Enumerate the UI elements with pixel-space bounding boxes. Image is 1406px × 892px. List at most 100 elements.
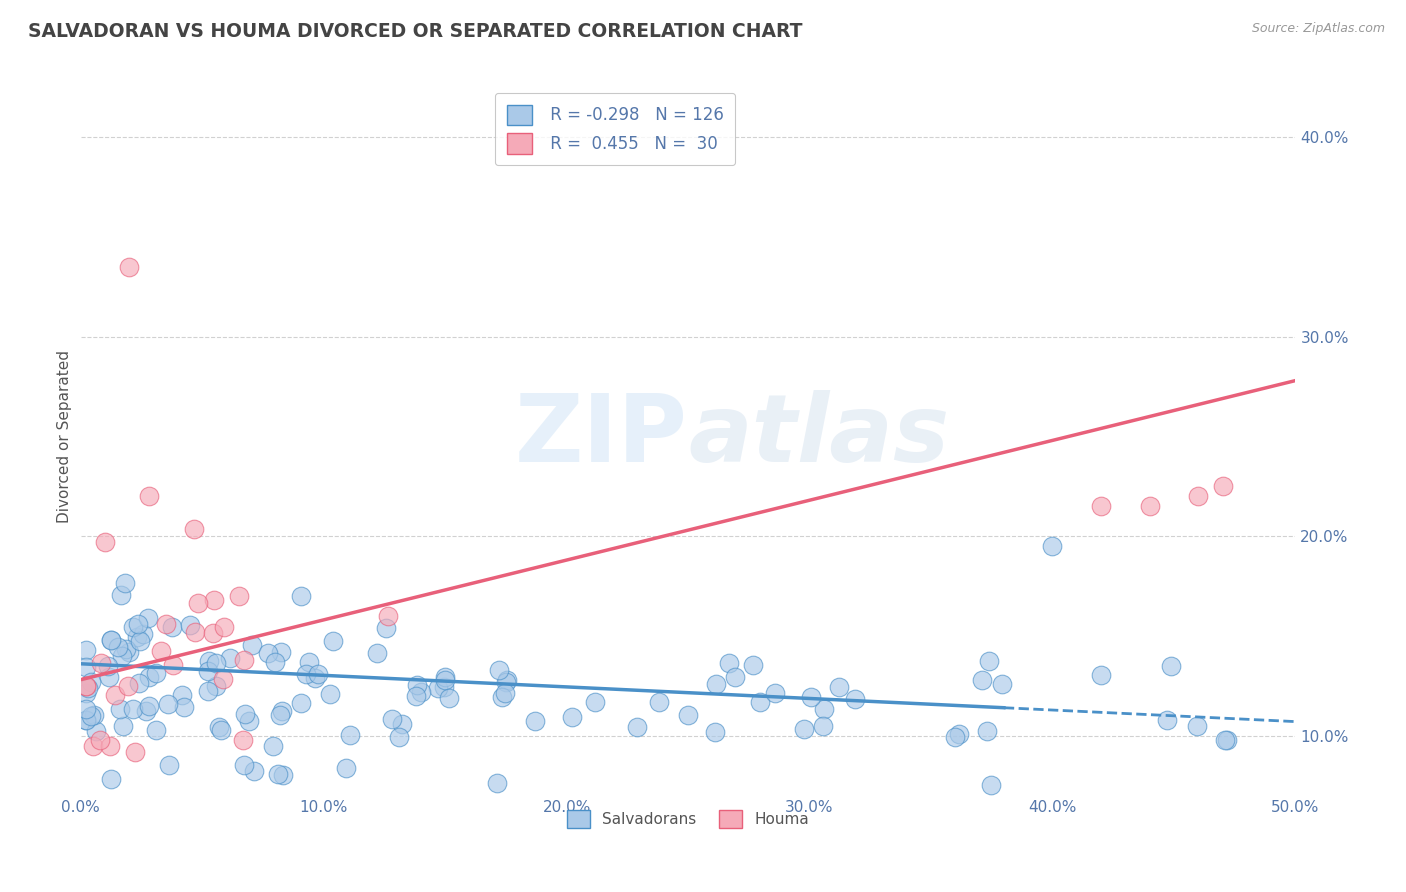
Point <box>1090 500 1112 514</box>
Point <box>257 646 280 660</box>
Point <box>1139 500 1161 514</box>
Point <box>232 732 254 747</box>
Point <box>162 620 184 634</box>
Point <box>132 627 155 641</box>
Point <box>844 692 866 706</box>
Point <box>183 522 205 536</box>
Point <box>75 679 97 693</box>
Legend: Salvadorans, Houma: Salvadorans, Houma <box>561 804 815 834</box>
Point <box>138 670 160 684</box>
Point <box>494 686 516 700</box>
Point <box>145 666 167 681</box>
Point <box>724 671 747 685</box>
Point <box>197 683 219 698</box>
Text: SALVADORAN VS HOUMA DIVORCED OR SEPARATED CORRELATION CHART: SALVADORAN VS HOUMA DIVORCED OR SEPARATE… <box>28 22 803 41</box>
Point <box>118 645 141 659</box>
Point <box>485 776 508 790</box>
Point <box>290 589 312 603</box>
Point <box>1042 539 1064 553</box>
Point <box>339 728 361 742</box>
Point <box>233 707 256 722</box>
Point <box>90 656 112 670</box>
Point <box>434 670 457 684</box>
Point <box>970 673 993 687</box>
Point <box>128 675 150 690</box>
Point <box>98 670 121 684</box>
Point <box>156 697 179 711</box>
Point <box>437 690 460 705</box>
Point <box>1215 732 1237 747</box>
Point <box>388 730 411 744</box>
Point <box>205 679 228 693</box>
Point <box>202 593 225 607</box>
Point <box>495 673 517 688</box>
Point <box>304 671 326 685</box>
Point <box>1187 489 1209 503</box>
Point <box>434 673 457 687</box>
Point <box>111 648 134 663</box>
Point <box>1156 713 1178 727</box>
Point <box>1090 668 1112 682</box>
Point <box>742 658 765 673</box>
Point <box>375 621 398 635</box>
Point <box>262 739 284 753</box>
Point <box>82 739 104 753</box>
Point <box>75 642 97 657</box>
Point <box>79 675 101 690</box>
Point <box>75 713 97 727</box>
Point <box>202 626 225 640</box>
Point <box>127 616 149 631</box>
Point <box>124 745 146 759</box>
Point <box>108 702 131 716</box>
Point <box>648 695 671 709</box>
Point <box>813 702 835 716</box>
Point <box>138 698 160 713</box>
Point <box>214 619 236 633</box>
Y-axis label: Divorced or Separated: Divorced or Separated <box>58 350 72 523</box>
Point <box>100 633 122 648</box>
Point <box>267 767 290 781</box>
Text: Source: ZipAtlas.com: Source: ZipAtlas.com <box>1251 22 1385 36</box>
Point <box>335 761 357 775</box>
Point <box>114 641 136 656</box>
Point <box>405 678 427 692</box>
Point <box>136 611 159 625</box>
Point <box>264 655 287 669</box>
Point <box>84 723 107 738</box>
Point <box>366 647 388 661</box>
Point <box>307 667 329 681</box>
Point <box>240 638 263 652</box>
Point <box>104 688 127 702</box>
Point <box>179 618 201 632</box>
Point <box>100 632 122 647</box>
Point <box>298 655 321 669</box>
Point <box>718 656 741 670</box>
Point <box>295 667 318 681</box>
Point <box>228 589 250 603</box>
Point <box>207 720 229 734</box>
Point <box>524 714 547 728</box>
Point <box>149 644 172 658</box>
Point <box>626 719 648 733</box>
Point <box>219 650 242 665</box>
Point <box>1185 719 1208 733</box>
Point <box>197 664 219 678</box>
Point <box>76 681 98 696</box>
Point <box>243 764 266 779</box>
Point <box>1213 733 1236 747</box>
Point <box>98 739 121 753</box>
Point <box>979 655 1001 669</box>
Point <box>114 576 136 591</box>
Point <box>100 772 122 787</box>
Point <box>209 723 232 737</box>
Point <box>676 708 699 723</box>
Point <box>75 660 97 674</box>
Point <box>377 609 399 624</box>
Point <box>322 634 344 648</box>
Point <box>411 685 433 699</box>
Point <box>706 677 728 691</box>
Point <box>426 681 449 695</box>
Point <box>271 704 294 718</box>
Point <box>319 687 342 701</box>
Point <box>97 658 120 673</box>
